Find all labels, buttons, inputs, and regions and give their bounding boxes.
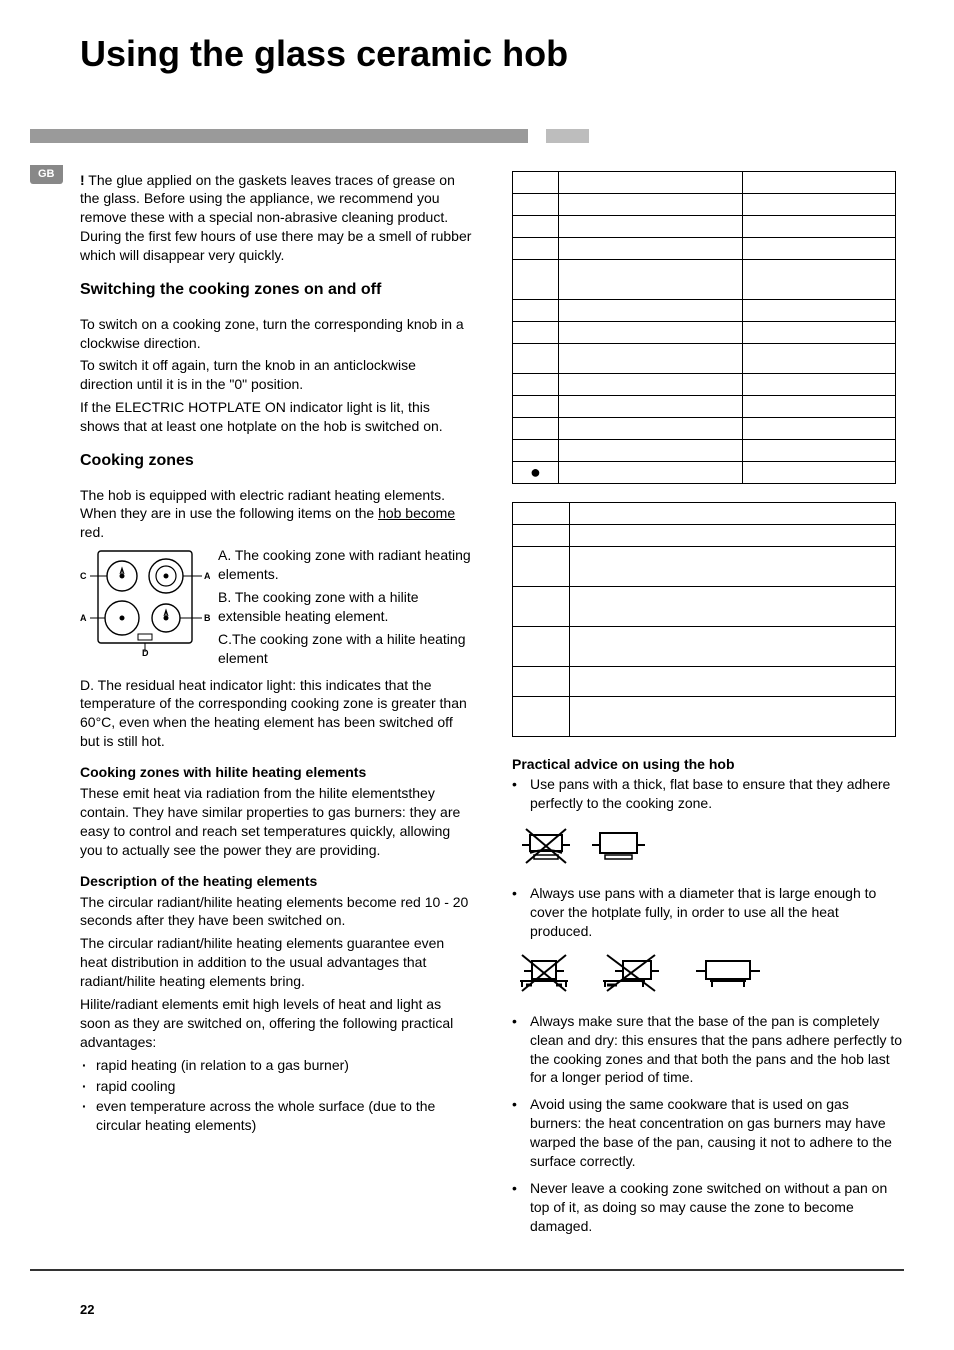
- practical-list-3: Always make sure that the base of the pa…: [512, 1012, 904, 1236]
- list-item: rapid heating (in relation to a gas burn…: [80, 1056, 472, 1075]
- switch-p2: To switch it off again, turn the knob in…: [80, 356, 472, 394]
- table-row: [513, 395, 896, 417]
- hob-diagram-row: C A A B D A. The cooking zone with radia…: [80, 546, 472, 671]
- desc-p3: Hilite/radiant elements emit high levels…: [80, 995, 472, 1052]
- zones-p1-underline: hob become: [378, 505, 455, 521]
- content-columns: ! The glue applied on the gaskets leaves…: [80, 171, 904, 1244]
- diagram-label-c: C: [80, 571, 87, 581]
- desc-p1: The circular radiant/hilite heating elem…: [80, 893, 472, 931]
- zone-c-text: C.The cooking zone with a hilite heating…: [218, 630, 472, 668]
- right-column: ● Practical advice on using the hob Use …: [512, 171, 904, 1244]
- table-row: [513, 193, 896, 215]
- table-row: [513, 299, 896, 321]
- table-row: ●: [513, 461, 896, 483]
- header-bar: [30, 129, 904, 143]
- table-row: [513, 343, 896, 373]
- zone-b-text: B. The cooking zone with a hilite extens…: [218, 588, 472, 626]
- table-row: [513, 524, 896, 546]
- zones-intro: The hob is equipped with electric radian…: [80, 486, 472, 543]
- table-row: [513, 666, 896, 696]
- left-column: ! The glue applied on the gaskets leaves…: [80, 171, 472, 1244]
- table-row: [513, 373, 896, 395]
- zone-a-text: A. The cooking zone with radiant heating…: [218, 546, 472, 584]
- heading-practical: Practical advice on using the hob: [512, 755, 904, 774]
- heading-hilite: Cooking zones with hilite heating elemen…: [80, 763, 472, 782]
- table-row: [513, 237, 896, 259]
- heat-dot-icon: ●: [513, 461, 559, 483]
- heading-switching: Switching the cooking zones on and off: [80, 279, 472, 301]
- table-row: [513, 546, 896, 586]
- table-row: [513, 259, 896, 299]
- list-item: Never leave a cooking zone switched on w…: [512, 1179, 904, 1236]
- list-item: Use pans with a thick, flat base to ensu…: [512, 775, 904, 813]
- intro-paragraph: ! The glue applied on the gaskets leaves…: [80, 171, 472, 265]
- advantages-list: rapid heating (in relation to a gas burn…: [80, 1056, 472, 1136]
- diagram-label-a: A: [80, 613, 87, 623]
- table-row: [513, 696, 896, 736]
- table-row: [513, 626, 896, 666]
- list-item: even temperature across the whole surfac…: [80, 1097, 472, 1135]
- list-item: Always make sure that the base of the pa…: [512, 1012, 904, 1088]
- table-row: [513, 215, 896, 237]
- desc-p2: The circular radiant/hilite heating elem…: [80, 934, 472, 991]
- table-row: [513, 171, 896, 193]
- list-item: Always use pans with a diameter that is …: [512, 884, 904, 941]
- diagram-label-a2: A: [204, 571, 210, 581]
- diagram-label-b: B: [204, 613, 210, 623]
- practical-list: Use pans with a thick, flat base to ensu…: [512, 775, 904, 813]
- settings-table-1: ●: [512, 171, 896, 484]
- diagram-label-d: D: [142, 648, 149, 656]
- list-item: Avoid using the same cookware that is us…: [512, 1095, 904, 1171]
- footer-rule: [30, 1269, 904, 1271]
- table-row: [513, 439, 896, 461]
- hob-diagram: C A A B D: [80, 546, 210, 661]
- table-row: [513, 586, 896, 626]
- table-row: [513, 502, 896, 524]
- table-row: [513, 321, 896, 343]
- practical-list-2: Always use pans with a diameter that is …: [512, 884, 904, 941]
- list-item: rapid cooling: [80, 1077, 472, 1096]
- zones-p1b: red.: [80, 524, 104, 540]
- heading-cooking-zones: Cooking zones: [80, 450, 472, 472]
- switch-p1: To switch on a cooking zone, turn the co…: [80, 315, 472, 353]
- table-row: [513, 417, 896, 439]
- language-tab: GB: [30, 165, 63, 184]
- zone-d-text: D. The residual heat indicator light: th…: [80, 676, 472, 752]
- intro-text: The glue applied on the gaskets leaves t…: [80, 172, 471, 264]
- switch-p3: If the ELECTRIC HOTPLATE ON indicator li…: [80, 398, 472, 436]
- pan-size-icons: [512, 951, 904, 998]
- hilite-paragraph: These emit heat via radiation from the h…: [80, 784, 472, 860]
- pan-base-icons: [512, 823, 904, 870]
- heading-description: Description of the heating elements: [80, 872, 472, 891]
- page-title: Using the glass ceramic hob: [80, 30, 904, 79]
- settings-table-2: [512, 502, 896, 737]
- diagram-text: A. The cooking zone with radiant heating…: [218, 546, 472, 671]
- page-number: 22: [80, 1301, 904, 1319]
